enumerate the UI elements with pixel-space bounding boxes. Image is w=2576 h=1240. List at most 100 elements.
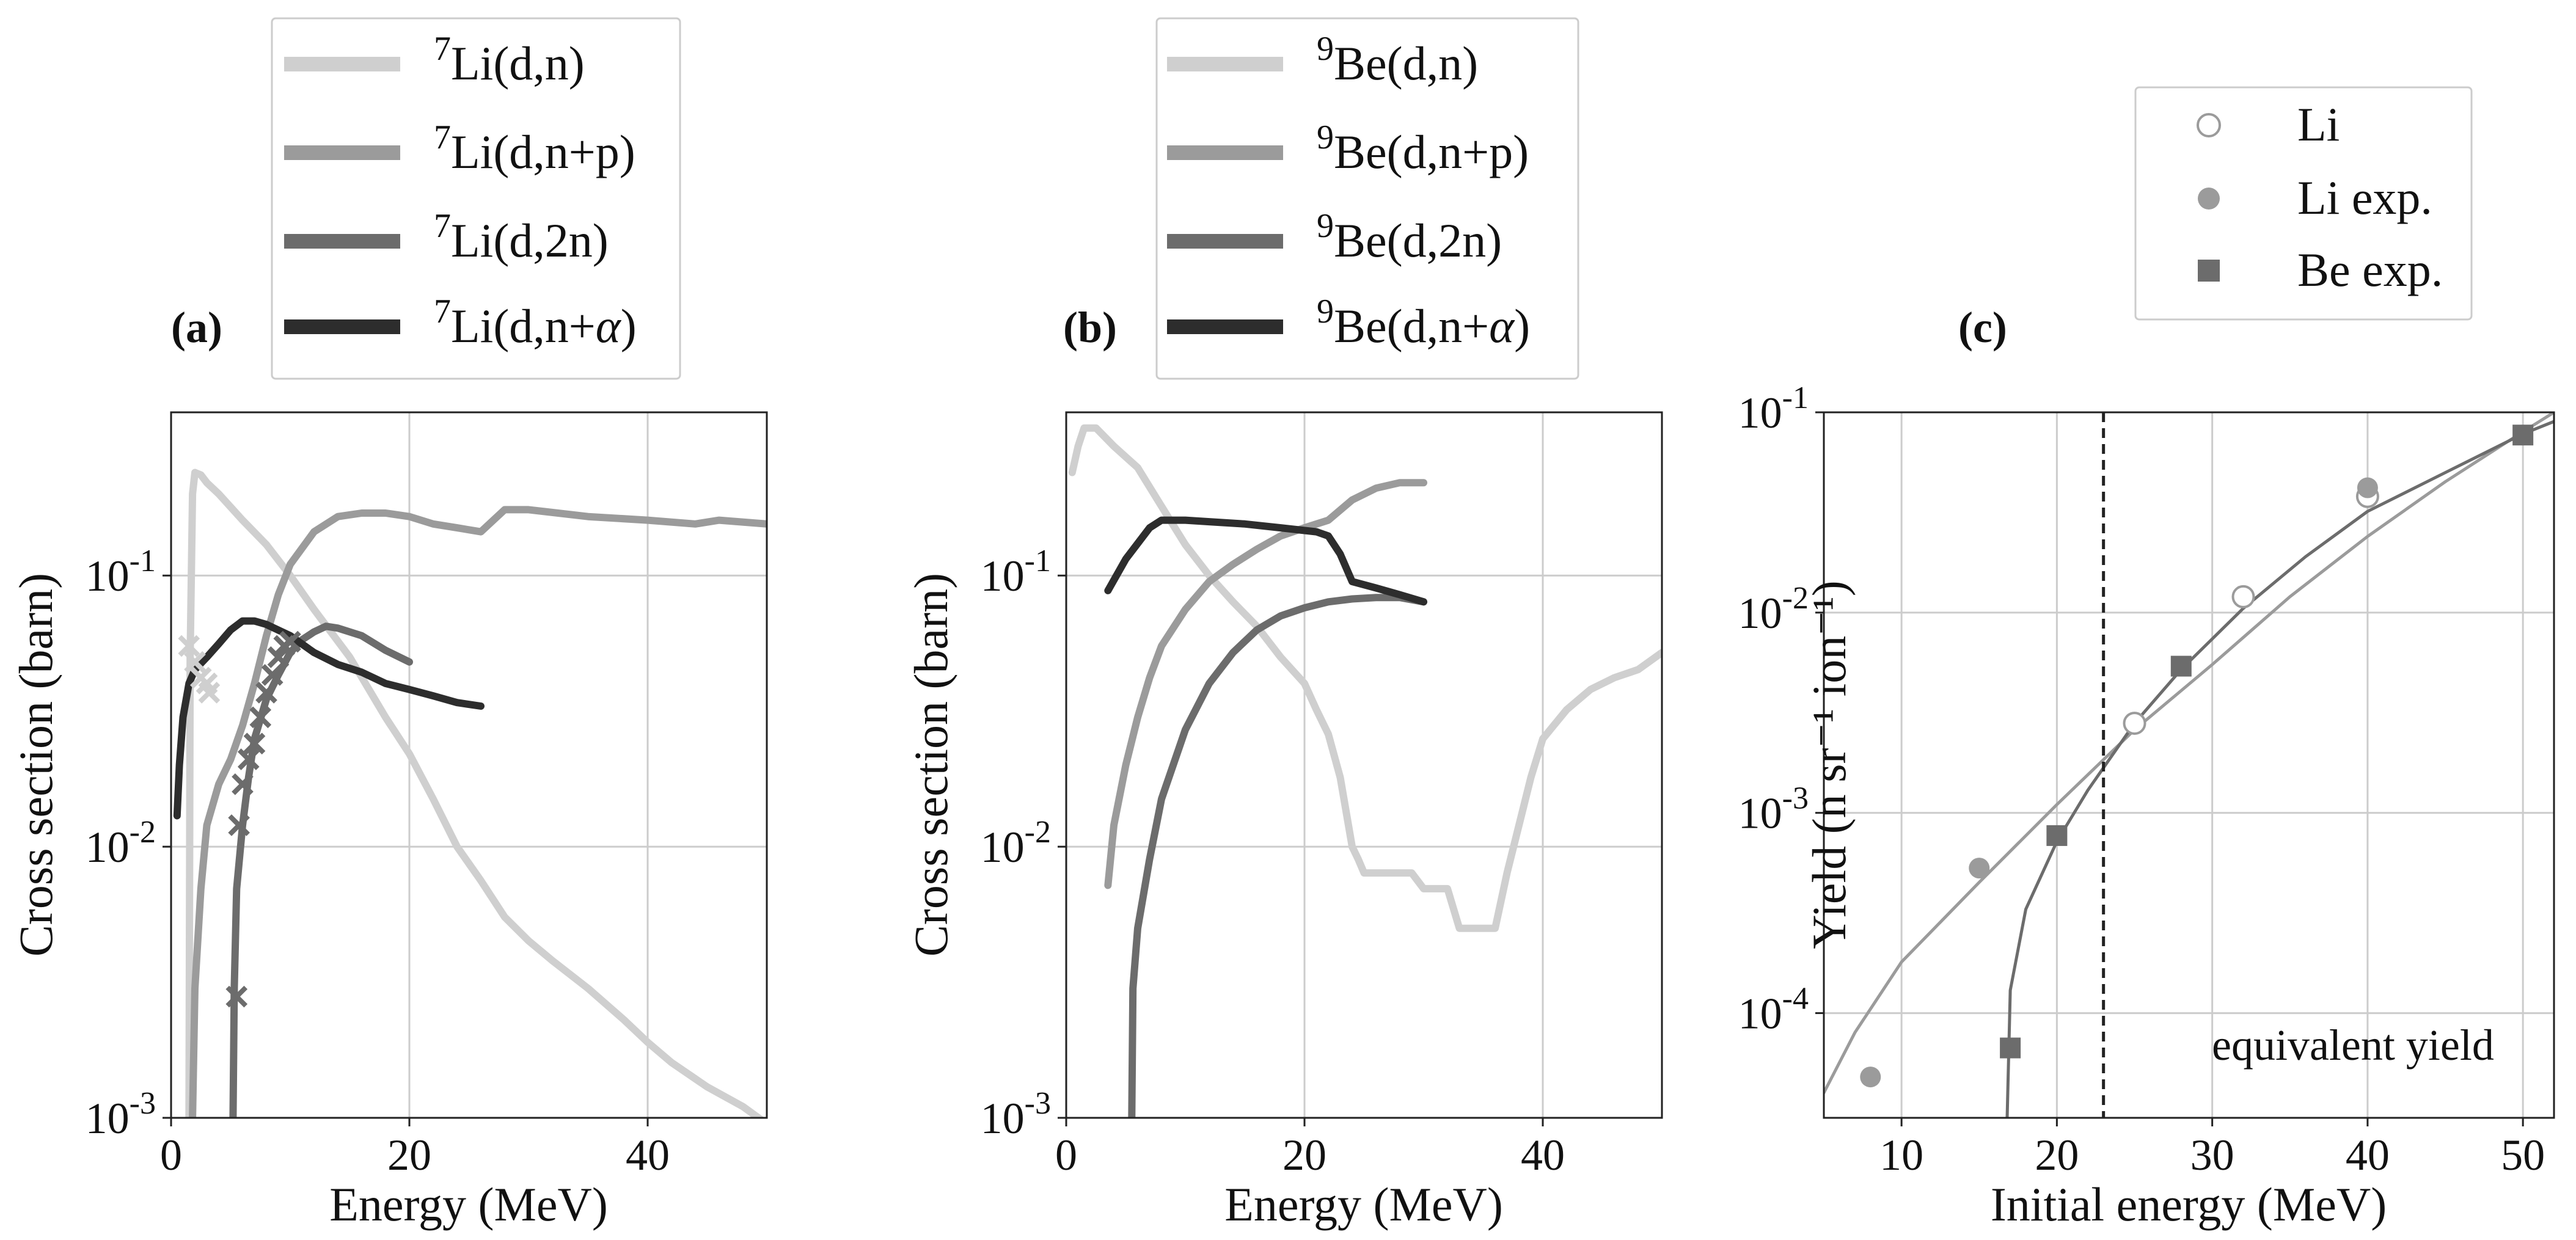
- marker-stroke: [198, 682, 221, 704]
- y-tick-label: 10-3: [1738, 781, 1809, 838]
- y-tick-label: 10-2: [981, 815, 1051, 872]
- y-tick-label: 10-2: [86, 815, 156, 872]
- legend-box: [271, 17, 681, 380]
- data-point: [2046, 825, 2068, 846]
- series-line: [1068, 424, 1662, 932]
- x-tick-label: 20: [387, 1131, 431, 1180]
- annotation-text: equivalent yield: [2212, 1021, 2494, 1070]
- legend: 9Be(d,n) 9Be(d,n+p) 9Be(d,2n) 9Be(d,n+α): [1167, 30, 1530, 352]
- y-tick-label: 10-4: [1738, 982, 1809, 1038]
- data-point: [2357, 477, 2378, 498]
- series-line: [1128, 594, 1427, 1118]
- panel-label: (b): [1063, 303, 1117, 352]
- panel-a: 7Li(d,n) 7Li(d,n+p) 7Li(d,2n) 7Li(d,n+α)…: [9, 17, 768, 1231]
- series-line: [1104, 516, 1427, 606]
- data-marker-x: [232, 773, 254, 795]
- y-axis-label: Cross section (barn): [9, 573, 62, 957]
- panel-label: (c): [1958, 303, 2007, 352]
- series-group: [1068, 424, 1662, 1118]
- plot-frame: [1823, 411, 2555, 1119]
- plot-frame: [170, 411, 768, 1119]
- data-marker-x: [243, 732, 266, 755]
- data-marker-x: [184, 651, 206, 673]
- series-line: [185, 469, 765, 1118]
- data-marker-x: [261, 664, 284, 686]
- data-marker-x: [255, 682, 277, 704]
- plot-area: 0 20 40 10-3 10-2 10-1: [981, 411, 1663, 1180]
- marker-stroke: [225, 985, 248, 1008]
- series-group: [1824, 412, 2554, 1118]
- legend-label: 7Li(d,n+α): [434, 293, 637, 352]
- marker-stroke: [232, 773, 254, 795]
- marker-stroke: [196, 673, 218, 695]
- x-axis-label: Energy (MeV): [329, 1178, 608, 1231]
- marker-stroke: [279, 630, 301, 653]
- data-point: [2123, 712, 2146, 735]
- data-point: [2000, 1037, 2021, 1059]
- legend-label: 9Be(d,n): [1317, 30, 1478, 90]
- legend-label: Li exp.: [2297, 171, 2432, 224]
- data-marker-x: [178, 635, 200, 657]
- legend-marker: [2198, 260, 2220, 282]
- x-tick-label: 10: [1879, 1131, 1923, 1180]
- marker-stroke: [267, 646, 290, 668]
- x-axis-label: Energy (MeV): [1224, 1178, 1503, 1231]
- series-line: [189, 506, 767, 1118]
- x-tick-label: 50: [2501, 1131, 2545, 1180]
- series-group: [173, 469, 767, 1118]
- legend-label: 9Be(d,n+p): [1317, 119, 1529, 178]
- panel-c: Li Li exp. Be exp. (c) 10 20 30 40 50 10-4 10-…: [1738, 86, 2555, 1231]
- plot-area: 0 20 40 10-3 10-2 10-1: [86, 411, 768, 1180]
- panel-b: 9Be(d,n) 9Be(d,n+p) 9Be(d,2n) 9Be(d,n+α)…: [904, 17, 1663, 1231]
- data-point: [2170, 655, 2192, 677]
- data-point: [2231, 585, 2255, 608]
- marker-stroke: [249, 706, 272, 729]
- marker-stroke: [228, 814, 250, 836]
- marker-stroke: [184, 651, 206, 673]
- legend-label: 9Be(d,2n): [1317, 207, 1502, 267]
- data-marker-x: [228, 814, 250, 836]
- data-marker-x: [267, 646, 290, 668]
- y-tick-label: 10-1: [981, 544, 1051, 600]
- legend-label: Li: [2297, 98, 2340, 151]
- y-axis-label: Yield (n sr⁻¹ ion⁻¹): [1802, 580, 1856, 949]
- legend-marker: [2197, 113, 2221, 137]
- data-marker-x: [237, 748, 260, 770]
- plot-area: 10 20 30 40 50 10-4 10-3 10-2 10-1: [1738, 381, 2555, 1180]
- x-tick-label: 40: [2346, 1131, 2390, 1180]
- marker-stroke: [237, 748, 260, 770]
- marker-stroke: [178, 635, 200, 657]
- fit-line: [1824, 412, 2554, 1095]
- data-marker-x: [198, 682, 221, 704]
- data-marker-x: [249, 706, 272, 729]
- data-marker-x: [225, 985, 248, 1008]
- x-axis-label: Initial energy (MeV): [1991, 1178, 2387, 1231]
- x-tick-label: 40: [1521, 1131, 1565, 1180]
- data-point: [1860, 1067, 1881, 1088]
- data-point: [2512, 425, 2534, 446]
- marker-stroke: [255, 682, 277, 704]
- y-tick-label: 10-2: [1738, 581, 1809, 638]
- legend-label: 7Li(d,2n): [434, 207, 609, 267]
- series-line: [173, 617, 485, 820]
- data-marker-x: [279, 630, 301, 653]
- plot-frame: [1065, 411, 1663, 1119]
- x-tick-label: 20: [2035, 1131, 2079, 1180]
- legend: 7Li(d,n) 7Li(d,n+p) 7Li(d,2n) 7Li(d,n+α): [284, 30, 637, 352]
- data-point: [1969, 858, 1990, 879]
- series-line: [1104, 479, 1427, 889]
- legend-marker: [2198, 188, 2220, 210]
- marker-stroke: [243, 732, 266, 755]
- y-tick-label: 10-1: [86, 544, 156, 600]
- panel-label: (a): [171, 303, 222, 352]
- y-axis-label: Cross section (barn): [904, 573, 957, 957]
- y-tick-label: 10-1: [1738, 381, 1809, 437]
- x-tick-label: 40: [626, 1131, 670, 1180]
- x-tick-label: 30: [2190, 1131, 2234, 1180]
- legend-label: 7Li(d,n+p): [434, 119, 635, 178]
- legend-box: [1155, 17, 1579, 380]
- x-tick-label: 0: [1055, 1131, 1077, 1180]
- x-tick-label: 0: [160, 1131, 182, 1180]
- legend-label: Be exp.: [2297, 243, 2443, 296]
